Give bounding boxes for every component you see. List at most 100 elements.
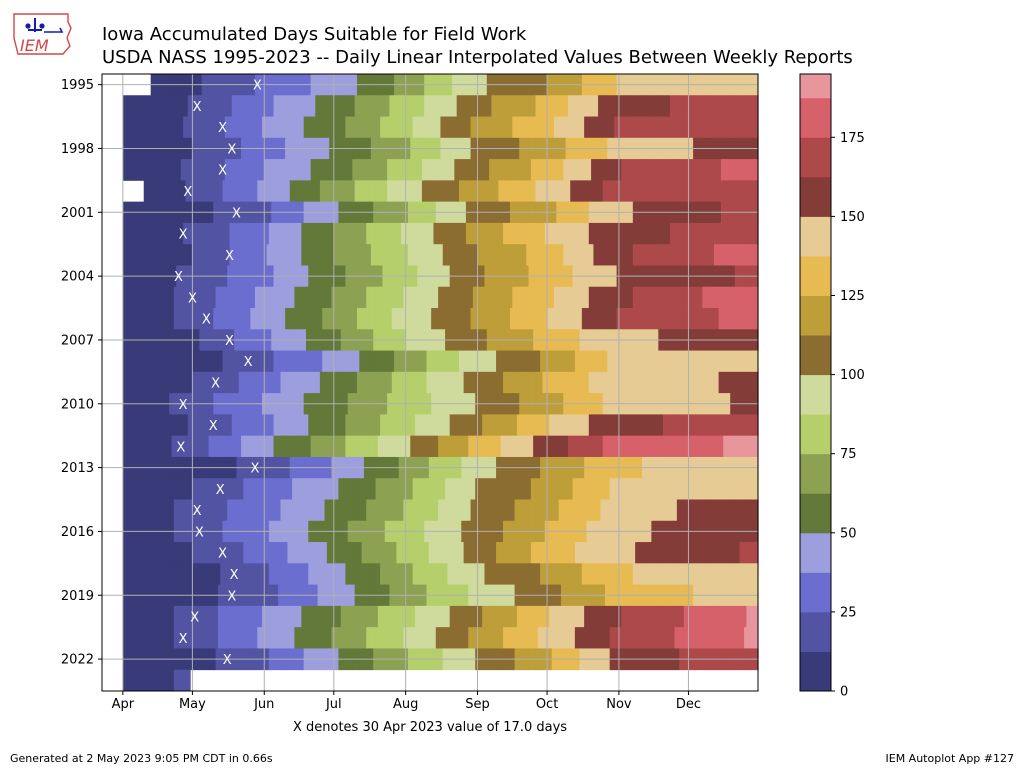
heatmap-cell-2011 [681,414,685,437]
heatmap-cell-1999 [157,159,161,181]
heatmap-cell-2012 [697,435,701,458]
heatmap-cell-2011 [528,414,532,437]
heatmap-cell-2008 [505,350,509,373]
heatmap-cell-2003 [285,244,289,266]
heatmap-cell-1996 [746,95,750,117]
heatmap-cell-2008 [586,350,590,373]
heatmap-cell-2009 [554,371,557,394]
heatmap-cell-2006 [340,308,344,330]
heatmap-cell-1996 [178,95,182,117]
heatmap-cell-2000 [686,180,690,203]
heatmap-cell-2008 [305,350,309,373]
heatmap-cell-2005 [479,286,483,309]
heatmap-cell-2008 [424,350,428,373]
heatmap-cell-2003 [431,244,435,266]
heatmap-cell-2006 [542,308,546,330]
heatmap-cell-1999 [164,159,168,181]
heatmap-cell-2012 [533,435,537,458]
heatmap-cell-2011 [625,414,629,437]
heatmap-cell-1999 [229,159,233,181]
heatmap-cell-2009 [458,371,462,394]
heatmap-cell-2003 [540,244,544,266]
heatmap-cell-2000 [470,180,474,203]
heatmap-cell-2003 [394,244,397,266]
heatmap-cell-2000 [637,180,641,203]
heatmap-cell-2002 [577,222,581,245]
heatmap-cell-2006 [350,308,353,330]
heatmap-cell-2002 [725,222,729,245]
heatmap-cell-2003 [551,244,555,266]
heatmap-cell-2006 [183,308,187,330]
heatmap-cell-2009 [299,371,302,394]
heatmap-cell-2011 [669,414,673,437]
heatmap-cell-2012 [509,435,513,458]
heatmap-cell-2000 [424,180,428,203]
heatmap-cell-2000 [718,180,722,203]
heatmap-cell-2003 [201,244,205,266]
heatmap-cell-2003 [593,244,597,266]
heatmap-cell-2005 [317,286,321,309]
heatmap-cell-2008 [215,350,219,373]
heatmap-cell-2011 [540,414,544,437]
heatmap-cell-2006 [241,308,244,330]
heatmap-cell-2011 [282,414,286,437]
heatmap-cell-2002 [333,222,337,245]
heatmap-cell-2002 [310,222,314,245]
heatmap-cell-2008 [129,350,133,373]
heatmap-cell-2002 [299,222,302,245]
heatmap-cell-2012 [755,435,759,458]
heatmap-cell-2003 [484,244,488,266]
heatmap-cell-2011 [238,414,242,437]
heatmap-cell-2012 [637,435,641,458]
heatmap-cell-2012 [245,435,249,458]
heatmap-cell-1997 [412,116,416,139]
heatmap-cell-2002 [475,222,479,245]
heatmap-cell-2000 [628,180,632,203]
heatmap-cell-2012 [688,435,692,458]
heatmap-cell-1996 [208,95,212,117]
heatmap-cell-2011 [352,414,356,437]
heatmap-cell-2006 [407,308,411,330]
heatmap-cell-2008 [748,350,752,373]
heatmap-cell-1997 [384,116,388,139]
heatmap-cell-2011 [739,414,743,437]
heatmap-cell-2002 [326,222,330,245]
heatmap-cell-1997 [632,116,636,139]
heatmap-cell-2008 [257,350,261,373]
heatmap-cell-2002 [190,222,194,245]
heatmap-cell-2008 [412,350,416,373]
heatmap-cell-2002 [519,222,523,245]
heatmap-cell-2009 [382,371,386,394]
heatmap-cell-2005 [465,286,469,309]
heatmap-cell-1996 [727,95,731,117]
heatmap-cell-2000 [445,180,448,203]
heatmap-cell-1999 [540,159,544,181]
heatmap-cell-2000 [528,180,532,203]
heatmap-cell-2006 [227,308,231,330]
heatmap-cell-1997 [152,116,156,139]
heatmap-cell-2008 [530,350,534,373]
heatmap-cell-2005 [554,286,557,309]
heatmap-cell-2006 [254,308,258,330]
heatmap-cell-1997 [662,116,666,139]
heatmap-cell-2002 [690,222,694,245]
heatmap-cell-1996 [528,95,532,117]
heatmap-cell-2011 [690,414,694,437]
heatmap-cell-2008 [681,350,685,373]
heatmap-cell-2003 [554,244,557,266]
heatmap-cell-1996 [683,95,687,117]
heatmap-cell-2009 [540,371,544,394]
heatmap-cell-2000 [642,180,646,203]
heatmap-cell-2005 [414,286,418,309]
heatmap-cell-1997 [180,116,184,139]
heatmap-cell-1997 [526,116,530,139]
heatmap-cell-2002 [542,222,546,245]
heatmap-cell-2006 [472,308,476,330]
heatmap-cell-2003 [289,244,293,266]
heatmap-cell-2003 [649,244,652,266]
heatmap-cell-2012 [503,435,506,458]
heatmap-cell-2003 [458,244,462,266]
heatmap-cell-2008 [544,350,548,373]
heatmap-cell-2000 [551,180,555,203]
heatmap-cell-2009 [152,371,156,394]
